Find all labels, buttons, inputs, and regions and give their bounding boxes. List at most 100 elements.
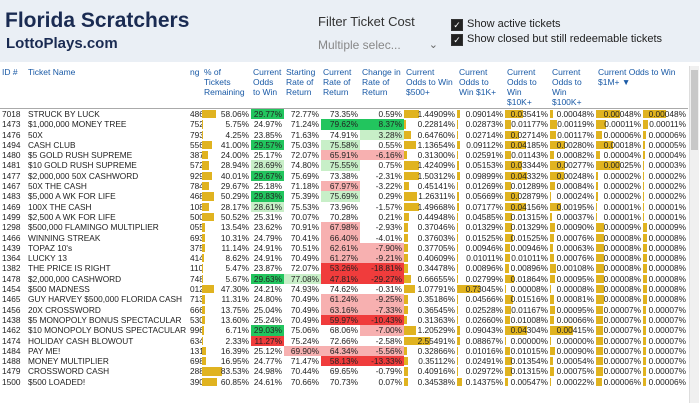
table-row[interactable]: 1480 $5 GOLD RUSH SUPREME 387 24.00% 25.17% 7… [0, 150, 688, 161]
cell-value: 0.00076% [556, 253, 594, 264]
column-header[interactable]: Ticket Name [26, 66, 188, 109]
page-title: Florida Scratchers [5, 9, 190, 32]
scrollbar-thumb[interactable] [691, 70, 698, 150]
column-header[interactable]: Current Odds to Win $100K+ [550, 66, 596, 109]
table-cell: 0.01289% [505, 181, 550, 191]
table-row[interactable]: 1364 LUCKY 13 414 8.62% 24.91% 70.49% 61.27% -9… [0, 253, 688, 264]
table-row[interactable]: 1494 CASH CLUB 556 41.00% 29.57% 75.03% 75.58%… [0, 139, 688, 151]
table-cell: 0.00018% [596, 140, 643, 150]
table-row[interactable]: 7018 STRUCK BY LUCK 486 58.06%29.77% 72.77% 7… [0, 108, 688, 120]
table-row[interactable]: 1484 PAY ME! 131 16.39% 25.12% 69.90% 64.34% -5… [0, 345, 688, 357]
cell-value: 0.00008% [648, 253, 686, 264]
column-header[interactable]: Current Rate of Return [321, 66, 360, 109]
table-row[interactable]: 1298 $500,000 FLAMINGO MULTIPLIER 055 13.54… [0, 222, 688, 233]
table-row[interactable]: 1483 $5,000 A WK FOR LIFE 468 50.29% 29.83% 7… [0, 191, 688, 202]
show-active-checkbox[interactable]: ✓ Show active tickets [451, 18, 561, 31]
value-bar [505, 120, 511, 129]
column-header[interactable]: Starting Rate of Return [284, 66, 321, 109]
value-bar [404, 295, 408, 304]
value-bar [404, 110, 419, 119]
value-bar [404, 346, 408, 356]
table-cell: 996 [190, 325, 202, 336]
table-row[interactable]: 1439 TOPAZ 10's 375 11.14% 24.91% 70.51% 62.61… [0, 242, 688, 254]
table-cell: 72.66% [329, 335, 358, 346]
table-cell: 0.02591% [457, 150, 505, 160]
value-bar [457, 264, 458, 273]
column-header[interactable]: Current Odds to Win $1M+ ▼ [596, 66, 688, 109]
table-cell: 25.12% [253, 345, 282, 356]
table-row[interactable]: 1488 MONEY MULTIPLIER 698 16.95% 24.77% 71.47… [0, 356, 688, 367]
ticket-id: 1438 [2, 314, 21, 325]
ticket-id: 1298 [2, 222, 21, 233]
column-header[interactable]: % of Tickets Remaining [202, 66, 251, 109]
table-row[interactable]: 1481 $10 GOLD RUSH SUPREME 572 28.94% 28.69%… [0, 160, 688, 171]
value-bar [404, 254, 409, 263]
table-cell: 16.39% [202, 346, 251, 356]
table-row[interactable]: 1473 $1,000,000 MONEY TREE 752 5.75% 24.97% 7… [0, 119, 688, 130]
value-bar [202, 171, 212, 181]
cell-value: 28.17% [220, 201, 249, 212]
column-header[interactable]: Current Odds to Win $1K+ [457, 66, 505, 109]
column-header[interactable]: Current Odds to Win $10K+ [505, 66, 550, 109]
table-row[interactable]: 1476 50X 793 4.25% 23.85% 71.63% 74.91% 3.28% 0.… [0, 129, 688, 140]
table-row[interactable]: 1462 $10 MONOPOLY BONUS SPECTACULAR 996 6.7… [0, 325, 688, 336]
value-bar [643, 367, 647, 376]
ticket-name: WINNING STREAK [28, 232, 101, 243]
table-row[interactable]: 1456 20X CROSSWORD 666 13.75% 25.04% 70.49% 63… [0, 304, 688, 315]
column-header[interactable]: ng [188, 66, 202, 109]
cell-value: 0.02714% [510, 129, 548, 140]
table-cell: -2.31% [375, 170, 402, 181]
table-cell: 0.03541% [505, 109, 550, 120]
vertical-scrollbar[interactable] [689, 66, 699, 403]
column-header[interactable]: Current Odds to Win [251, 66, 284, 109]
table-row[interactable]: 1477 $2,000,000 50X CASHWORD 929 40.01% 29.6… [0, 170, 688, 182]
table-cell: 5.47% [202, 263, 251, 273]
value-bar [643, 161, 645, 170]
value-bar [457, 274, 458, 284]
table-cell: 929 [190, 170, 202, 181]
table-cell: 0.00037% [550, 212, 596, 222]
cell-value: 28.94% [220, 160, 249, 171]
ticket-name: $5,000 A WK FOR LIFE [28, 191, 116, 202]
table-row[interactable]: 1438 $5 MONOPOLY BONUS SPECTACULAR 530 13.6… [0, 314, 688, 326]
table-row[interactable]: 1466 WINNING STREAK 693 10.31% 24.79% 70.41% 6… [0, 232, 688, 243]
value-bar [457, 357, 458, 366]
value-bar [643, 326, 647, 335]
value-bar [596, 254, 604, 263]
table-row[interactable]: 1500 $500 LOADED! 390 60.85% 24.61% 70.66% 70.… [0, 377, 688, 387]
cell-value: 0.00008% [603, 253, 641, 264]
table-row[interactable]: 1465 GUY HARVEY $500,000 FLORIDA CASH 713 1… [0, 294, 688, 305]
table-row[interactable]: 1478 $2,000,000 CASHWORD 748 5.67% 29.63% 77.… [0, 273, 688, 285]
value-bar [202, 295, 205, 304]
cell-value: 13.60% [220, 314, 249, 325]
table-row[interactable]: 1454 $500 MADNESS 012 47.30% 24.21% 74.93% 74.… [0, 284, 688, 294]
table-cell: 012 [190, 284, 202, 295]
column-header[interactable]: ID # [0, 66, 26, 109]
value-bar [457, 171, 461, 181]
table-cell: 0.00008% [643, 274, 688, 284]
table-row[interactable]: 1474 HOLIDAY CASH BLOWOUT 634 2.33% 11.27% 75… [0, 335, 688, 346]
table-cell: 0.00008% [596, 253, 643, 263]
value-bar [643, 305, 647, 314]
table-cell: 64.34% [321, 345, 360, 357]
column-header[interactable]: Change in Rate of Return [360, 66, 404, 109]
show-closed-checkbox[interactable]: ✓ Show closed but still redeemable ticket… [451, 33, 662, 46]
ticket-name: HOLIDAY CASH BLOWOUT [28, 335, 134, 346]
value-bar [202, 223, 206, 232]
cell-value: 0.35112% [418, 356, 455, 367]
table-cell: 108 [190, 201, 202, 212]
cell-value: 0.00018% [603, 139, 641, 150]
table-row[interactable]: 1469 100X THE CASH 108 28.17% 28.61% 75.53% 73… [0, 201, 688, 212]
cell-value: 0.00119% [557, 119, 594, 130]
value-bar [643, 182, 644, 191]
table-row[interactable]: 1467 50X THE CASH 784 29.67% 25.18% 71.18% 67.… [0, 181, 688, 192]
table-cell: 70.49% [290, 294, 319, 305]
value-bar [202, 357, 207, 366]
column-header[interactable]: Current Odds to Win $500+ [404, 66, 457, 109]
table-row[interactable]: 1499 $2,500 A WK FOR LIFE 500 50.52% 25.31% 7… [0, 212, 688, 222]
table-row[interactable]: 1382 THE PRICE IS RIGHT 110 5.47% 23.87% 72.0… [0, 263, 688, 274]
ticket-cost-dropdown[interactable]: Multiple selec... ⌄ [318, 36, 438, 54]
value-bar [643, 315, 647, 325]
table-row[interactable]: 1479 CROSSWORD CASH 288 83.53% 24.98% 70.44% 6… [0, 366, 688, 376]
ticket-id: 1478 [2, 273, 21, 284]
